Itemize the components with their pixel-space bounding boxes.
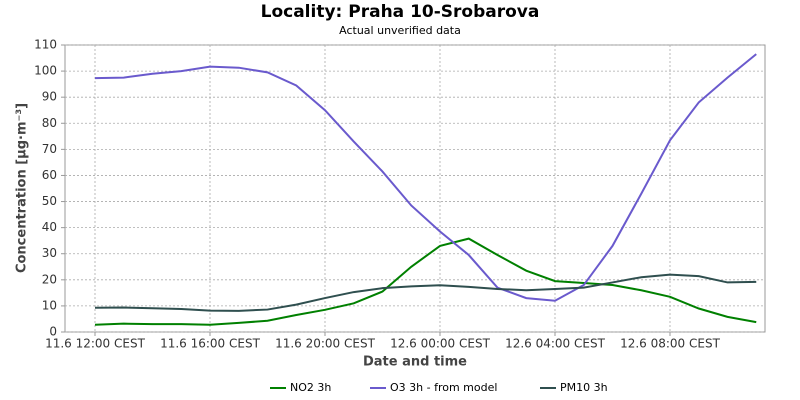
y-tick-label: 110 bbox=[34, 38, 57, 52]
y-tick-label: 30 bbox=[42, 246, 57, 260]
series-line bbox=[94, 237, 757, 326]
y-tick-label: 90 bbox=[42, 90, 57, 104]
y-axis-label: Concentration [µg·m⁻³] bbox=[15, 103, 30, 273]
x-tick-label: 12.6 00:00 CEST bbox=[390, 337, 491, 351]
legend-label: PM10 3h bbox=[560, 381, 608, 394]
x-tick-label: 11.6 20:00 CEST bbox=[275, 337, 376, 351]
legend-label: O3 3h - from model bbox=[390, 381, 497, 394]
chart-title: Locality: Praha 10-Srobarova bbox=[261, 2, 540, 22]
y-tick-label: 60 bbox=[42, 168, 57, 182]
y-tick-label: 70 bbox=[42, 142, 57, 156]
x-tick-label: 12.6 04:00 CEST bbox=[505, 337, 606, 351]
x-tick-label: 11.6 16:00 CEST bbox=[160, 337, 261, 351]
series-line bbox=[94, 53, 757, 302]
y-tick-label: 40 bbox=[42, 220, 57, 234]
y-tick-label: 10 bbox=[42, 298, 57, 312]
chart-subtitle: Actual unverified data bbox=[339, 24, 461, 37]
x-axis-label: Date and time bbox=[363, 355, 467, 370]
y-tick-label: 50 bbox=[42, 194, 57, 208]
y-tick-label: 20 bbox=[42, 272, 57, 286]
x-tick-label: 11.6 12:00 CEST bbox=[45, 337, 146, 351]
plot-area bbox=[64, 44, 766, 333]
y-tick-label: 100 bbox=[34, 64, 57, 78]
y-tick-label: 0 bbox=[49, 325, 57, 339]
y-tick-label: 80 bbox=[42, 116, 57, 130]
series-line bbox=[94, 273, 757, 312]
x-tick-label: 12.6 08:00 CEST bbox=[620, 337, 721, 351]
legend-label: NO2 3h bbox=[290, 381, 331, 394]
